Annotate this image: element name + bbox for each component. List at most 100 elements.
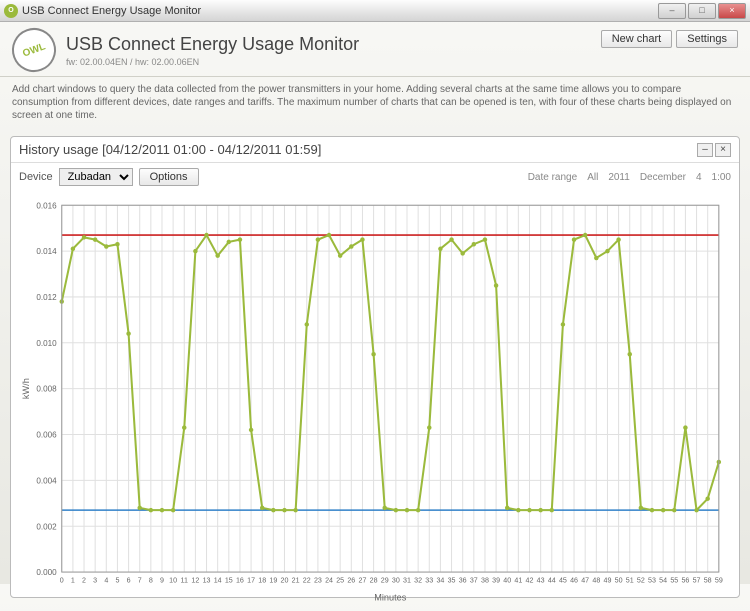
svg-text:32: 32 bbox=[414, 576, 422, 584]
svg-text:46: 46 bbox=[570, 576, 578, 584]
maximize-button[interactable]: □ bbox=[688, 3, 716, 19]
svg-text:13: 13 bbox=[203, 576, 211, 584]
svg-text:21: 21 bbox=[292, 576, 300, 584]
app-icon: O bbox=[4, 4, 18, 18]
svg-text:10: 10 bbox=[169, 576, 177, 584]
svg-text:0: 0 bbox=[60, 576, 64, 584]
close-button[interactable]: × bbox=[718, 3, 746, 19]
svg-text:30: 30 bbox=[392, 576, 400, 584]
crumb-year[interactable]: 2011 bbox=[608, 172, 630, 183]
svg-text:kW/h: kW/h bbox=[21, 378, 31, 399]
svg-text:54: 54 bbox=[659, 576, 667, 584]
svg-text:18: 18 bbox=[258, 576, 266, 584]
svg-text:31: 31 bbox=[403, 576, 411, 584]
svg-text:55: 55 bbox=[670, 576, 678, 584]
svg-text:45: 45 bbox=[559, 576, 567, 584]
svg-text:27: 27 bbox=[358, 576, 366, 584]
svg-text:51: 51 bbox=[626, 576, 634, 584]
svg-text:0.010: 0.010 bbox=[36, 339, 57, 348]
svg-text:19: 19 bbox=[269, 576, 277, 584]
svg-text:5: 5 bbox=[115, 576, 119, 584]
crumb-month[interactable]: December bbox=[640, 172, 686, 183]
svg-text:0.006: 0.006 bbox=[36, 431, 57, 440]
svg-text:37: 37 bbox=[470, 576, 478, 584]
svg-text:59: 59 bbox=[715, 576, 723, 584]
panel-title: History usage [04/12/2011 01:00 - 04/12/… bbox=[19, 142, 321, 157]
app-title: USB Connect Energy Usage Monitor bbox=[66, 34, 359, 55]
svg-text:0.008: 0.008 bbox=[36, 385, 57, 394]
svg-text:7: 7 bbox=[138, 576, 142, 584]
svg-text:34: 34 bbox=[436, 576, 444, 584]
svg-text:0.012: 0.012 bbox=[36, 293, 57, 302]
svg-text:1: 1 bbox=[71, 576, 75, 584]
svg-text:9: 9 bbox=[160, 576, 164, 584]
device-select[interactable]: Zubadan bbox=[59, 168, 133, 186]
svg-text:20: 20 bbox=[281, 576, 289, 584]
svg-text:0.016: 0.016 bbox=[36, 201, 57, 210]
svg-text:41: 41 bbox=[514, 576, 522, 584]
panel-minimize-button[interactable]: – bbox=[697, 143, 713, 157]
svg-text:33: 33 bbox=[425, 576, 433, 584]
svg-text:11: 11 bbox=[181, 576, 188, 584]
crumb-all[interactable]: All bbox=[587, 172, 598, 183]
chart-toolbar: Device Zubadan Options Date range All 20… bbox=[11, 163, 739, 191]
svg-text:17: 17 bbox=[247, 576, 255, 584]
svg-text:26: 26 bbox=[347, 576, 355, 584]
svg-text:49: 49 bbox=[604, 576, 612, 584]
crumb-hour[interactable]: 1:00 bbox=[712, 172, 731, 183]
options-button[interactable]: Options bbox=[139, 168, 199, 186]
minimize-button[interactable]: – bbox=[658, 3, 686, 19]
svg-text:25: 25 bbox=[336, 576, 344, 584]
daterange-label: Date range bbox=[528, 172, 577, 183]
svg-text:58: 58 bbox=[704, 576, 712, 584]
svg-text:40: 40 bbox=[503, 576, 511, 584]
svg-text:47: 47 bbox=[581, 576, 589, 584]
svg-text:15: 15 bbox=[225, 576, 233, 584]
chart-panel: History usage [04/12/2011 01:00 - 04/12/… bbox=[10, 136, 740, 598]
crumb-day[interactable]: 4 bbox=[696, 172, 702, 183]
svg-text:23: 23 bbox=[314, 576, 322, 584]
new-chart-button[interactable]: New chart bbox=[601, 30, 673, 48]
svg-text:39: 39 bbox=[492, 576, 500, 584]
svg-text:44: 44 bbox=[548, 576, 556, 584]
firmware-text: fw: 02.00.04EN / hw: 02.00.06EN bbox=[66, 57, 359, 67]
svg-text:56: 56 bbox=[681, 576, 689, 584]
svg-text:38: 38 bbox=[481, 576, 489, 584]
svg-text:2: 2 bbox=[82, 576, 86, 584]
svg-text:0.014: 0.014 bbox=[36, 247, 57, 256]
settings-button[interactable]: Settings bbox=[676, 30, 738, 48]
svg-text:29: 29 bbox=[381, 576, 389, 584]
svg-text:8: 8 bbox=[149, 576, 153, 584]
app-header: OWL USB Connect Energy Usage Monitor fw:… bbox=[0, 22, 750, 77]
svg-text:22: 22 bbox=[303, 576, 311, 584]
svg-text:42: 42 bbox=[526, 576, 534, 584]
svg-text:48: 48 bbox=[592, 576, 600, 584]
window-title: USB Connect Energy Usage Monitor bbox=[22, 5, 201, 17]
svg-text:14: 14 bbox=[214, 576, 222, 584]
svg-text:Minutes: Minutes bbox=[374, 593, 406, 603]
panel-close-button[interactable]: × bbox=[715, 143, 731, 157]
date-range-breadcrumb: Date range All 2011 December 4 1:00 bbox=[528, 172, 731, 183]
svg-text:4: 4 bbox=[104, 576, 108, 584]
svg-text:35: 35 bbox=[448, 576, 456, 584]
svg-text:16: 16 bbox=[236, 576, 244, 584]
svg-text:12: 12 bbox=[191, 576, 199, 584]
title-bar: O USB Connect Energy Usage Monitor – □ × bbox=[0, 0, 750, 22]
description-text: Add chart windows to query the data coll… bbox=[0, 77, 750, 132]
svg-text:50: 50 bbox=[615, 576, 623, 584]
history-line-chart: 0.000 0.002 0.004 0.006 0.008 0.010 0.012 0.014… bbox=[17, 195, 729, 605]
device-label: Device bbox=[19, 171, 53, 183]
owl-logo: OWL bbox=[6, 22, 62, 78]
svg-text:43: 43 bbox=[537, 576, 545, 584]
svg-text:0.002: 0.002 bbox=[36, 522, 57, 531]
svg-text:28: 28 bbox=[370, 576, 378, 584]
svg-text:3: 3 bbox=[93, 576, 97, 584]
svg-text:24: 24 bbox=[325, 576, 333, 584]
svg-text:53: 53 bbox=[648, 576, 656, 584]
svg-text:36: 36 bbox=[459, 576, 467, 584]
svg-text:52: 52 bbox=[637, 576, 645, 584]
svg-text:57: 57 bbox=[693, 576, 701, 584]
svg-text:0.004: 0.004 bbox=[36, 476, 57, 485]
svg-text:6: 6 bbox=[127, 576, 131, 584]
svg-text:0.000: 0.000 bbox=[36, 568, 57, 577]
